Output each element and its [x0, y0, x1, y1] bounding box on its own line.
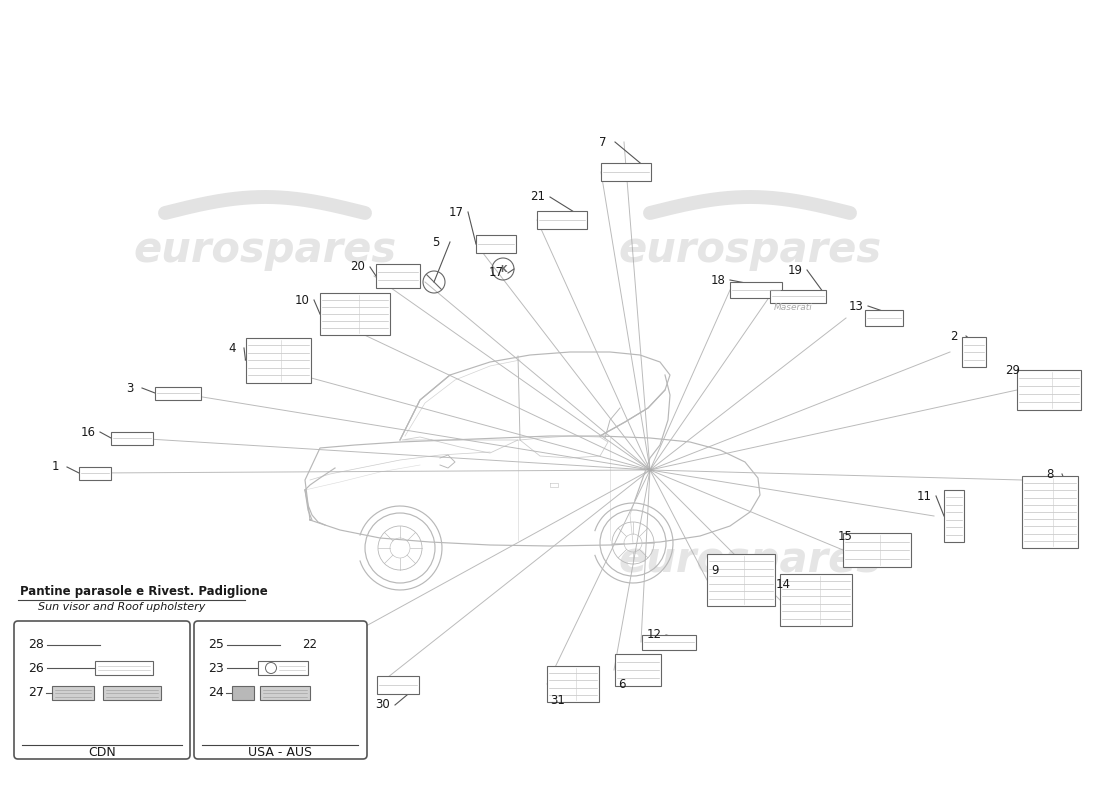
- Text: 19: 19: [788, 263, 803, 277]
- Text: eurospares: eurospares: [618, 229, 881, 271]
- Text: 13: 13: [848, 299, 864, 313]
- FancyBboxPatch shape: [730, 282, 782, 298]
- Text: 10: 10: [295, 294, 309, 306]
- FancyBboxPatch shape: [377, 676, 419, 694]
- FancyBboxPatch shape: [865, 310, 903, 326]
- Text: Sun visor and Roof upholstery: Sun visor and Roof upholstery: [39, 602, 206, 612]
- FancyBboxPatch shape: [232, 686, 254, 700]
- Text: 20: 20: [351, 261, 365, 274]
- Text: 12: 12: [647, 629, 661, 642]
- FancyBboxPatch shape: [547, 666, 600, 702]
- FancyBboxPatch shape: [944, 490, 964, 542]
- Text: 29: 29: [1005, 365, 1021, 378]
- Text: Maserati: Maserati: [773, 302, 813, 311]
- FancyBboxPatch shape: [1018, 370, 1081, 410]
- Text: 9: 9: [712, 563, 718, 577]
- FancyBboxPatch shape: [245, 338, 310, 382]
- Text: 25: 25: [208, 638, 224, 651]
- Text: 5: 5: [432, 235, 440, 249]
- FancyBboxPatch shape: [707, 554, 776, 606]
- FancyBboxPatch shape: [14, 621, 190, 759]
- FancyBboxPatch shape: [260, 686, 310, 700]
- FancyBboxPatch shape: [601, 163, 651, 181]
- Text: Pantine parasole e Rivest. Padiglione: Pantine parasole e Rivest. Padiglione: [20, 586, 267, 598]
- Text: 17: 17: [488, 266, 504, 279]
- FancyBboxPatch shape: [79, 466, 111, 479]
- FancyBboxPatch shape: [155, 386, 201, 399]
- Text: 17: 17: [449, 206, 463, 218]
- Text: 31: 31: [551, 694, 565, 706]
- FancyBboxPatch shape: [103, 686, 161, 700]
- FancyBboxPatch shape: [95, 661, 153, 675]
- FancyBboxPatch shape: [642, 634, 696, 650]
- FancyBboxPatch shape: [111, 431, 153, 445]
- Text: 27: 27: [29, 686, 44, 699]
- FancyBboxPatch shape: [194, 621, 367, 759]
- Text: eurospares: eurospares: [133, 229, 397, 271]
- Text: CDN: CDN: [88, 746, 116, 759]
- Text: 14: 14: [776, 578, 791, 590]
- Text: 2: 2: [950, 330, 958, 342]
- Text: 8: 8: [1046, 467, 1054, 481]
- FancyBboxPatch shape: [1022, 476, 1078, 548]
- Text: 21: 21: [530, 190, 546, 203]
- FancyBboxPatch shape: [962, 337, 986, 367]
- Text: 26: 26: [29, 662, 44, 674]
- Text: 4: 4: [229, 342, 235, 354]
- FancyBboxPatch shape: [258, 661, 308, 675]
- FancyBboxPatch shape: [615, 654, 661, 686]
- Text: 24: 24: [208, 686, 224, 699]
- Text: K: K: [499, 265, 506, 274]
- FancyBboxPatch shape: [476, 235, 516, 253]
- Text: USA - AUS: USA - AUS: [248, 746, 312, 759]
- Text: 15: 15: [837, 530, 852, 543]
- Text: 23: 23: [208, 662, 224, 674]
- FancyBboxPatch shape: [52, 686, 94, 700]
- Text: 22: 22: [302, 638, 318, 650]
- FancyBboxPatch shape: [780, 574, 852, 626]
- Text: 7: 7: [600, 135, 607, 149]
- FancyBboxPatch shape: [770, 290, 826, 302]
- Text: 18: 18: [711, 274, 725, 286]
- Text: 3: 3: [126, 382, 134, 394]
- Text: 16: 16: [80, 426, 96, 438]
- FancyBboxPatch shape: [326, 640, 366, 656]
- Text: 1: 1: [52, 461, 58, 474]
- Text: 11: 11: [916, 490, 932, 502]
- FancyBboxPatch shape: [537, 211, 587, 229]
- FancyBboxPatch shape: [320, 293, 390, 335]
- Text: 30: 30: [375, 698, 390, 711]
- Text: 28: 28: [29, 638, 44, 651]
- FancyBboxPatch shape: [376, 264, 420, 288]
- Text: 6: 6: [618, 678, 626, 690]
- Text: eurospares: eurospares: [618, 539, 881, 581]
- FancyBboxPatch shape: [843, 533, 911, 567]
